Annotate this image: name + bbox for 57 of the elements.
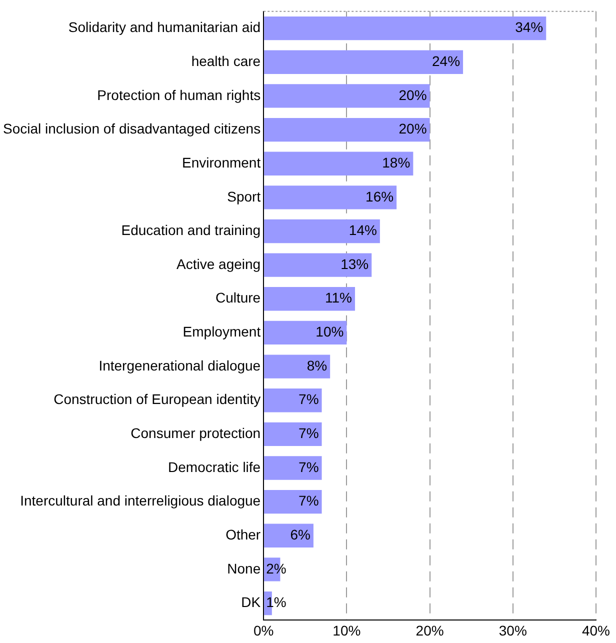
bar — [264, 320, 347, 345]
y-tick-label: Other — [226, 526, 261, 543]
x-tick-label: 40% — [582, 622, 610, 638]
data-label: 8% — [306, 357, 328, 374]
y-tick-label: Social inclusion of disadvantaged citizens — [2, 120, 261, 137]
bar — [264, 287, 356, 311]
x-tick-label: 20% — [416, 622, 444, 638]
x-tick-label: 10% — [332, 622, 361, 638]
y-tick-label: Construction of European identity — [54, 391, 261, 408]
bar — [264, 50, 464, 74]
y-tick-label: Education and training — [121, 222, 261, 238]
y-tick-label: Employment — [182, 324, 261, 340]
y-tick-label: Environment — [182, 154, 261, 170]
x-tick-label: 0% — [253, 622, 274, 638]
data-label: 13% — [340, 256, 369, 272]
data-label: 18% — [382, 154, 410, 170]
bar — [264, 354, 330, 378]
data-label: 20% — [398, 120, 427, 137]
y-tick-label: None — [227, 560, 261, 576]
bar — [264, 16, 546, 40]
data-label: 16% — [366, 188, 394, 204]
bar — [264, 253, 372, 277]
y-tick-label: Intergenerational dialogue — [98, 357, 261, 374]
data-label: 1% — [266, 594, 286, 610]
y-tick-label: Intercultural and interreligious dialogue — [20, 492, 261, 509]
y-tick-label: Protection of human rights — [97, 86, 261, 103]
bar — [264, 490, 322, 514]
y-tick-label: Consumer protection — [130, 425, 261, 442]
data-label: 20% — [398, 86, 427, 103]
data-label: 7% — [298, 492, 319, 509]
data-label: 11% — [325, 290, 352, 306]
data-label: 7% — [298, 458, 319, 475]
x-tick-label: 30% — [498, 622, 527, 638]
data-label: 34% — [515, 19, 544, 36]
data-label: 10% — [316, 324, 344, 340]
bar — [264, 456, 322, 480]
y-tick-label: Sport — [227, 188, 261, 204]
y-tick-label: Solidarity and humanitarian aid — [68, 19, 261, 36]
bar — [264, 388, 322, 412]
y-tick-label: DK — [241, 594, 262, 610]
data-label: 14% — [348, 222, 377, 238]
bar — [264, 152, 414, 176]
data-label: 7% — [298, 425, 319, 442]
data-label: 6% — [290, 526, 310, 543]
bar — [264, 219, 380, 244]
y-tick-label: Active ageing — [176, 256, 261, 272]
y-tick-label: health care — [191, 52, 261, 69]
data-label: 24% — [432, 52, 460, 69]
data-label: 2% — [266, 560, 286, 576]
y-tick-label: Culture — [215, 290, 261, 306]
data-label: 7% — [298, 391, 319, 408]
bar — [264, 186, 397, 210]
bar — [264, 118, 430, 142]
bar — [264, 84, 430, 108]
bar — [264, 524, 314, 548]
y-tick-label: Democratic life — [168, 458, 261, 475]
bar — [264, 422, 322, 446]
